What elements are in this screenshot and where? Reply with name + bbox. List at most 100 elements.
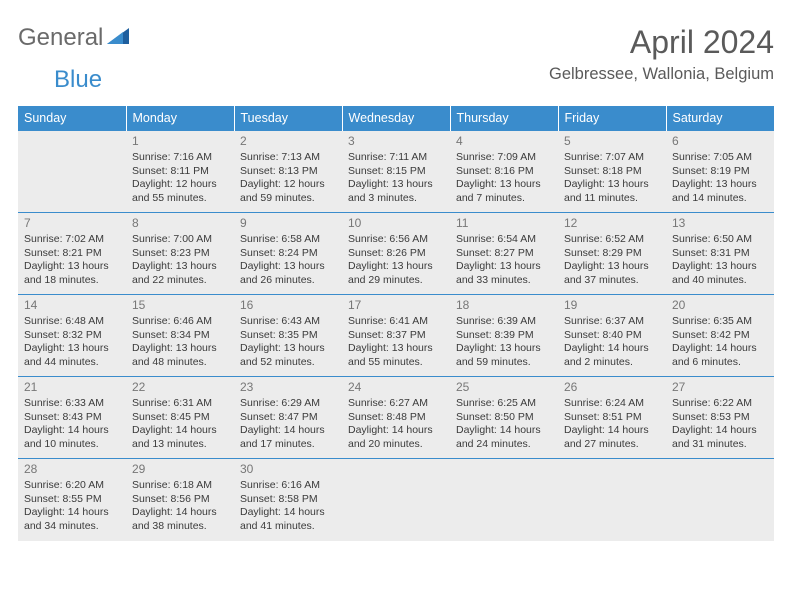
sunset-text: Sunset: 8:15 PM (348, 165, 444, 178)
d1-text: Daylight: 14 hours (564, 424, 660, 437)
day-header: Saturday (666, 106, 774, 131)
calendar-week-row: 28Sunrise: 6:20 AMSunset: 8:55 PMDayligh… (18, 459, 774, 541)
sunset-text: Sunset: 8:16 PM (456, 165, 552, 178)
calendar-table: Sunday Monday Tuesday Wednesday Thursday… (18, 106, 774, 541)
sunrise-text: Sunrise: 6:58 AM (240, 233, 336, 246)
sunrise-text: Sunrise: 6:50 AM (672, 233, 768, 246)
day-header: Sunday (18, 106, 126, 131)
day-number: 3 (348, 134, 444, 149)
sunrise-text: Sunrise: 7:11 AM (348, 151, 444, 164)
d1-text: Daylight: 12 hours (240, 178, 336, 191)
sunset-text: Sunset: 8:19 PM (672, 165, 768, 178)
calendar-cell: 7Sunrise: 7:02 AMSunset: 8:21 PMDaylight… (18, 213, 126, 295)
d1-text: Daylight: 14 hours (24, 424, 120, 437)
d2-text: and 55 minutes. (132, 192, 228, 205)
sunset-text: Sunset: 8:23 PM (132, 247, 228, 260)
calendar-cell: 20Sunrise: 6:35 AMSunset: 8:42 PMDayligh… (666, 295, 774, 377)
d2-text: and 22 minutes. (132, 274, 228, 287)
sunrise-text: Sunrise: 6:33 AM (24, 397, 120, 410)
d2-text: and 3 minutes. (348, 192, 444, 205)
day-header: Friday (558, 106, 666, 131)
d2-text: and 11 minutes. (564, 192, 660, 205)
d1-text: Daylight: 13 hours (564, 260, 660, 273)
calendar-cell (342, 459, 450, 541)
sunset-text: Sunset: 8:35 PM (240, 329, 336, 342)
sunset-text: Sunset: 8:27 PM (456, 247, 552, 260)
d2-text: and 48 minutes. (132, 356, 228, 369)
d1-text: Daylight: 14 hours (672, 342, 768, 355)
day-number: 12 (564, 216, 660, 231)
day-number: 20 (672, 298, 768, 313)
sunrise-text: Sunrise: 6:22 AM (672, 397, 768, 410)
sunset-text: Sunset: 8:51 PM (564, 411, 660, 424)
calendar-cell: 17 Sunrise: 6:41 AMSunset: 8:37 PMDayligh… (342, 295, 450, 377)
d1-text: Daylight: 13 hours (24, 260, 120, 273)
sunset-text: Sunset: 8:37 PM (348, 329, 444, 342)
brand-logo: General (18, 24, 131, 52)
d1-text: Daylight: 13 hours (456, 260, 552, 273)
month-title: April 2024 (549, 24, 774, 61)
calendar-cell (18, 131, 126, 213)
day-number: 5 (564, 134, 660, 149)
sunrise-text: Sunrise: 6:48 AM (24, 315, 120, 328)
sunrise-text: Sunrise: 6:43 AM (240, 315, 336, 328)
calendar-cell: 12Sunrise: 6:52 AMSunset: 8:29 PMDayligh… (558, 213, 666, 295)
day-number: 1 (132, 134, 228, 149)
day-number: 22 (132, 380, 228, 395)
day-number: 30 (240, 462, 336, 477)
day-number: 23 (240, 380, 336, 395)
calendar-cell (450, 459, 558, 541)
day-number: 17 (348, 298, 444, 313)
d2-text: and 55 minutes. (348, 356, 444, 369)
d2-text: and 31 minutes. (672, 438, 768, 451)
sunset-text: Sunset: 8:53 PM (672, 411, 768, 424)
sunset-text: Sunset: 8:21 PM (24, 247, 120, 260)
calendar-cell: 23Sunrise: 6:29 AMSunset: 8:47 PMDayligh… (234, 377, 342, 459)
day-number: 10 (348, 216, 444, 231)
calendar-cell: 25Sunrise: 6:25 AMSunset: 8:50 PMDayligh… (450, 377, 558, 459)
sunrise-text: Sunrise: 7:16 AM (132, 151, 228, 164)
brand-general-text: General (18, 24, 103, 52)
calendar-cell: 5Sunrise: 7:07 AMSunset: 8:18 PMDaylight… (558, 131, 666, 213)
d2-text: and 13 minutes. (132, 438, 228, 451)
calendar-cell: 29Sunrise: 6:18 AMSunset: 8:56 PMDayligh… (126, 459, 234, 541)
d2-text: and 17 minutes. (240, 438, 336, 451)
day-number: 28 (24, 462, 120, 477)
calendar-cell: 21Sunrise: 6:33 AMSunset: 8:43 PMDayligh… (18, 377, 126, 459)
calendar-week-row: 14Sunrise: 6:48 AMSunset: 8:32 PMDayligh… (18, 295, 774, 377)
day-header: Thursday (450, 106, 558, 131)
sunset-text: Sunset: 8:32 PM (24, 329, 120, 342)
calendar-cell: 9Sunrise: 6:58 AMSunset: 8:24 PMDaylight… (234, 213, 342, 295)
calendar-cell: 11Sunrise: 6:54 AMSunset: 8:27 PMDayligh… (450, 213, 558, 295)
d1-text: Daylight: 14 hours (348, 424, 444, 437)
d2-text: and 27 minutes. (564, 438, 660, 451)
sunset-text: Sunset: 8:47 PM (240, 411, 336, 424)
sunrise-text: Sunrise: 7:05 AM (672, 151, 768, 164)
d2-text: and 14 minutes. (672, 192, 768, 205)
day-number: 25 (456, 380, 552, 395)
sunset-text: Sunset: 8:42 PM (672, 329, 768, 342)
sunrise-text: Sunrise: 6:41 AM (348, 315, 444, 328)
sunrise-text: Sunrise: 6:16 AM (240, 479, 336, 492)
day-header: Monday (126, 106, 234, 131)
d2-text: and 2 minutes. (564, 356, 660, 369)
calendar-cell: 27Sunrise: 6:22 AMSunset: 8:53 PMDayligh… (666, 377, 774, 459)
calendar-cell: 6Sunrise: 7:05 AMSunset: 8:19 PMDaylight… (666, 131, 774, 213)
d1-text: Daylight: 14 hours (456, 424, 552, 437)
calendar-week-row: 1Sunrise: 7:16 AMSunset: 8:11 PMDaylight… (18, 131, 774, 213)
sunrise-text: Sunrise: 6:20 AM (24, 479, 120, 492)
d1-text: Daylight: 13 hours (672, 260, 768, 273)
day-number: 21 (24, 380, 120, 395)
d2-text: and 59 minutes. (240, 192, 336, 205)
sunrise-text: Sunrise: 7:02 AM (24, 233, 120, 246)
d1-text: Daylight: 13 hours (348, 178, 444, 191)
sunset-text: Sunset: 8:56 PM (132, 493, 228, 506)
d1-text: Daylight: 13 hours (348, 342, 444, 355)
calendar-cell: 4Sunrise: 7:09 AMSunset: 8:16 PMDaylight… (450, 131, 558, 213)
sunrise-text: Sunrise: 6:25 AM (456, 397, 552, 410)
d1-text: Daylight: 13 hours (348, 260, 444, 273)
calendar-week-row: 21Sunrise: 6:33 AMSunset: 8:43 PMDayligh… (18, 377, 774, 459)
calendar-cell: 2Sunrise: 7:13 AMSunset: 8:13 PMDaylight… (234, 131, 342, 213)
day-number: 13 (672, 216, 768, 231)
d2-text: and 52 minutes. (240, 356, 336, 369)
